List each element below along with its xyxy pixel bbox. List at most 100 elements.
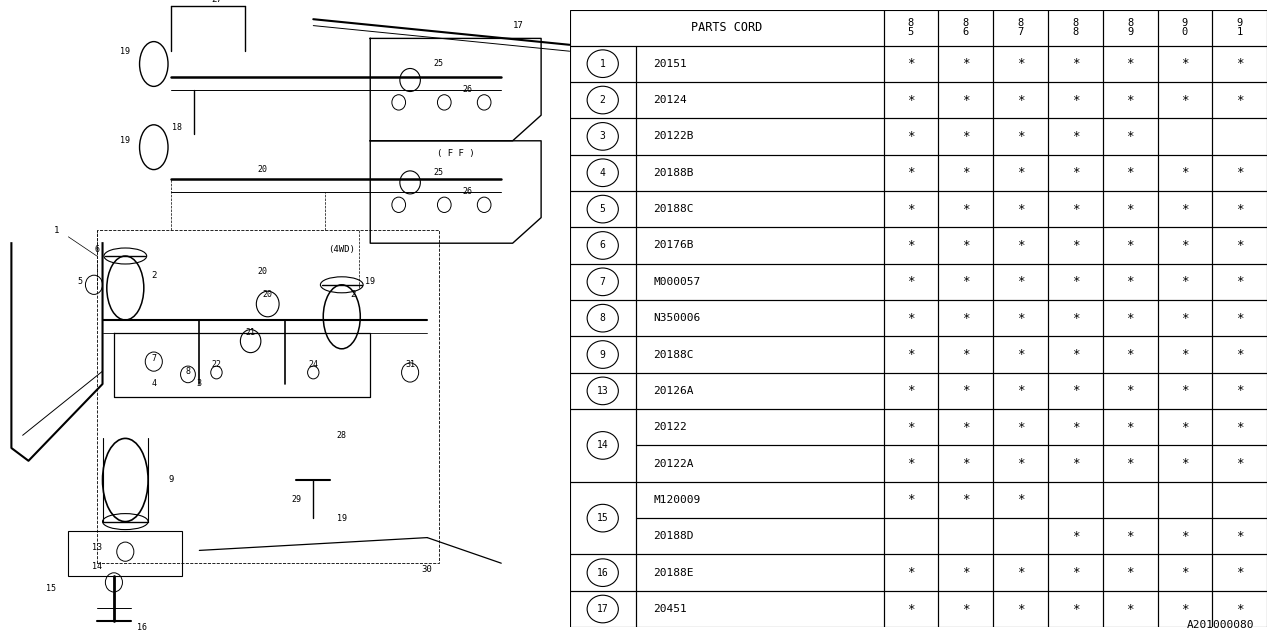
Bar [636, 518, 883, 554]
Bar [938, 10, 993, 45]
Text: *: * [1236, 275, 1244, 288]
Text: 27: 27 [211, 0, 221, 4]
Bar [993, 10, 1048, 45]
Text: 20124: 20124 [653, 95, 687, 105]
Text: *: * [1016, 493, 1024, 506]
Bar [1048, 591, 1103, 627]
Bar [570, 372, 636, 409]
Bar [883, 300, 938, 337]
Bar [1157, 445, 1212, 482]
Bar [938, 445, 993, 482]
Bar [570, 10, 883, 45]
Bar [1157, 10, 1212, 45]
Text: 5: 5 [77, 277, 82, 286]
Text: *: * [1016, 602, 1024, 616]
Bar [1103, 337, 1157, 372]
Text: 16: 16 [596, 568, 608, 578]
Text: *: * [1016, 203, 1024, 216]
Bar [1212, 227, 1267, 264]
Bar [1212, 372, 1267, 409]
Bar [1212, 445, 1267, 482]
Bar [1157, 337, 1212, 372]
Bar [570, 591, 636, 627]
Text: *: * [908, 312, 915, 324]
Bar [570, 300, 636, 337]
Text: *: * [908, 457, 915, 470]
Text: *: * [1071, 566, 1079, 579]
Text: *: * [1126, 239, 1134, 252]
Text: *: * [1236, 385, 1244, 397]
Bar [938, 191, 993, 227]
Bar [1157, 372, 1212, 409]
Bar [883, 518, 938, 554]
Text: 20188D: 20188D [653, 531, 694, 541]
Bar [1103, 155, 1157, 191]
Bar [636, 591, 883, 627]
Text: 9: 9 [600, 349, 605, 360]
Text: *: * [908, 57, 915, 70]
Bar [1157, 82, 1212, 118]
Text: *: * [1016, 93, 1024, 106]
Text: *: * [963, 130, 969, 143]
Bar [883, 10, 938, 45]
Text: 31: 31 [404, 360, 415, 369]
Bar [636, 337, 883, 372]
Text: *: * [1016, 239, 1024, 252]
Text: 2: 2 [600, 95, 605, 105]
Text: *: * [1126, 203, 1134, 216]
Text: *: * [1126, 93, 1134, 106]
Text: 8
8: 8 8 [1073, 18, 1079, 37]
Bar [1157, 118, 1212, 155]
Text: *: * [963, 312, 969, 324]
Text: *: * [963, 493, 969, 506]
Bar [1103, 10, 1157, 45]
Text: 20151: 20151 [653, 59, 687, 68]
Bar [993, 372, 1048, 409]
Bar [1157, 300, 1212, 337]
Bar [993, 155, 1048, 191]
Text: PARTS CORD: PARTS CORD [691, 21, 762, 34]
Bar [1157, 482, 1212, 518]
Text: *: * [1181, 275, 1189, 288]
Bar [1212, 82, 1267, 118]
Text: *: * [963, 57, 969, 70]
Bar [636, 82, 883, 118]
Bar [68, 531, 182, 576]
Text: 29: 29 [291, 495, 301, 504]
Text: *: * [908, 348, 915, 361]
Bar [883, 554, 938, 591]
Text: *: * [1071, 457, 1079, 470]
Bar [1212, 45, 1267, 82]
Text: *: * [908, 566, 915, 579]
Text: *: * [908, 493, 915, 506]
Text: *: * [908, 385, 915, 397]
Bar [1103, 45, 1157, 82]
Text: 13: 13 [596, 386, 608, 396]
Text: *: * [1126, 530, 1134, 543]
Bar [1157, 518, 1212, 554]
Text: *: * [1181, 602, 1189, 616]
Bar [883, 45, 938, 82]
Text: 20188C: 20188C [653, 349, 694, 360]
Text: *: * [1016, 457, 1024, 470]
Bar [883, 445, 938, 482]
Bar [883, 337, 938, 372]
Bar [1103, 518, 1157, 554]
Text: 6: 6 [600, 241, 605, 250]
Bar [1212, 409, 1267, 445]
Bar [636, 554, 883, 591]
Bar [1212, 554, 1267, 591]
Bar [1157, 591, 1212, 627]
Text: 30: 30 [422, 565, 433, 574]
Bar [1048, 191, 1103, 227]
Bar [1103, 591, 1157, 627]
Text: *: * [1126, 457, 1134, 470]
Text: 2: 2 [151, 271, 156, 280]
Text: 20: 20 [262, 290, 273, 299]
Text: *: * [963, 566, 969, 579]
Text: 20188C: 20188C [653, 204, 694, 214]
Text: 8
5: 8 5 [908, 18, 914, 37]
Bar [938, 82, 993, 118]
Bar [1212, 191, 1267, 227]
Text: *: * [1181, 566, 1189, 579]
